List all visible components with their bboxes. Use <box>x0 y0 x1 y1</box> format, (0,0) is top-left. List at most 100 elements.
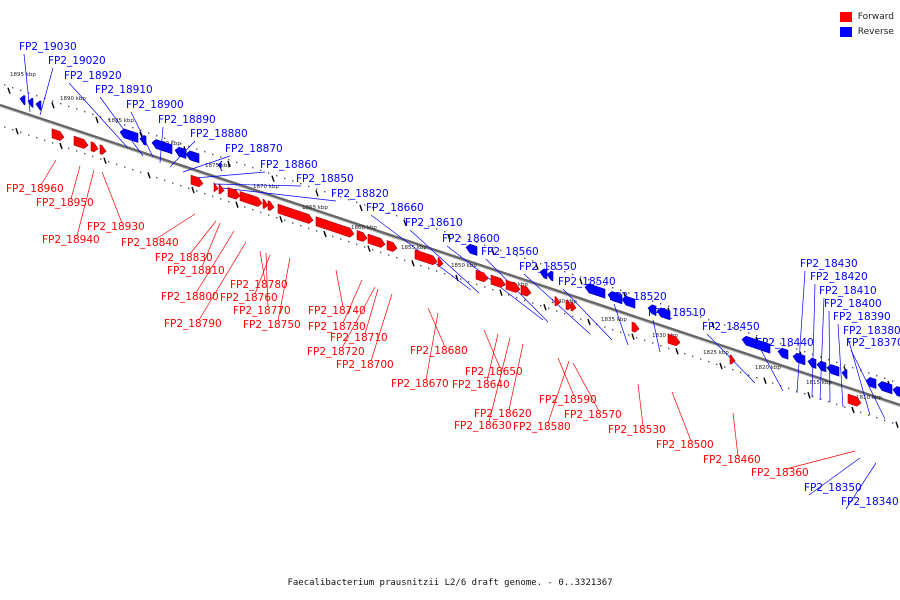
legend: Forward Reverse <box>839 9 894 39</box>
track-dot <box>468 239 470 241</box>
track-dot <box>876 375 878 377</box>
reverse-gene-arrow <box>139 135 147 146</box>
scale-tick <box>95 116 99 124</box>
track-dot <box>524 299 526 302</box>
track-dot <box>44 139 46 142</box>
forward-gene-label: FP2_18840 <box>121 237 179 249</box>
forward-swatch <box>839 11 852 22</box>
reverse-gene-label: FP2_18660 <box>366 202 424 214</box>
leader-line <box>70 165 81 200</box>
reverse-gene-label: FP2_18420 <box>810 271 868 283</box>
reverse-gene-arrow <box>892 386 900 397</box>
track-dot <box>404 217 406 220</box>
forward-gene-label: FP2_18940 <box>42 234 100 246</box>
track-dot <box>28 134 30 136</box>
track-dot <box>764 337 766 340</box>
track-dot <box>652 342 654 344</box>
forward-gene-label: FP2_18720 <box>307 346 365 358</box>
scale-tick <box>359 204 363 212</box>
track-dot <box>84 153 86 155</box>
leader-line <box>335 269 344 308</box>
forward-gene-label: FP2_18590 <box>539 394 597 406</box>
leader-line <box>557 357 575 397</box>
track-dot <box>668 305 670 308</box>
track-dot <box>756 377 758 379</box>
track-dot <box>868 372 870 374</box>
scale-tick <box>543 304 547 311</box>
forward-gene-label: FP2_18630 <box>454 420 512 432</box>
forward-gene-label: FP2_18500 <box>656 439 714 451</box>
track-dot <box>452 233 454 236</box>
scale-tick <box>227 160 231 168</box>
track-dot <box>396 257 398 259</box>
reverse-gene-arrow <box>546 270 554 282</box>
scale-tick <box>51 102 55 109</box>
track-dot <box>100 116 102 118</box>
track-dot <box>52 100 54 102</box>
track-dot <box>556 310 558 312</box>
track-dot <box>748 332 750 334</box>
kbp-label: 1810 kbp <box>856 395 882 401</box>
forward-gene-arrow <box>262 198 269 209</box>
track-dot <box>684 311 686 313</box>
forward-gene-label: FP2_18710 <box>330 332 388 344</box>
track-dot <box>124 166 126 168</box>
leader-line <box>40 159 57 186</box>
scale-tick <box>315 190 319 197</box>
track-dot <box>268 214 270 216</box>
leader-line <box>213 183 302 187</box>
forward-gene-label: FP2_18360 <box>751 467 809 479</box>
track-dot <box>172 140 174 142</box>
scale-tick <box>367 245 371 252</box>
track-dot <box>612 287 614 289</box>
track-dot <box>884 377 886 380</box>
track-dot <box>12 129 14 131</box>
track-dot <box>164 179 166 182</box>
forward-gene-arrow <box>414 249 438 266</box>
track-dot <box>868 414 870 416</box>
track-dot <box>388 254 390 256</box>
forward-gene-arrow <box>239 191 263 207</box>
track-dot <box>804 393 806 395</box>
reverse-gene-label: FP2_18540 <box>558 276 616 288</box>
leader-line <box>850 349 886 420</box>
track-dot <box>484 244 486 246</box>
track-dot <box>308 185 310 188</box>
legend-reverse: Reverse <box>839 24 894 39</box>
kbp-label: 1825 kbp <box>703 350 729 356</box>
leader-line <box>796 270 806 394</box>
forward-gene-arrow <box>631 321 640 333</box>
genome-backbone <box>0 103 900 407</box>
leader-line <box>342 279 363 324</box>
track-dot <box>740 371 742 374</box>
track-dot <box>892 422 894 424</box>
kbp-label: 1860 kbp <box>351 225 377 231</box>
track-dot <box>12 87 14 89</box>
forward-gene-arrow <box>367 233 386 248</box>
reverse-gene-arrow <box>119 128 139 143</box>
kbp-label: 1820 kbp <box>755 365 781 371</box>
reverse-gene-arrow <box>19 95 26 106</box>
track-dot <box>164 137 166 140</box>
track-dot <box>676 308 678 310</box>
track-dot <box>356 243 358 246</box>
reverse-gene-arrow <box>621 295 636 309</box>
reverse-gene-label: FP2_18880 <box>190 128 248 140</box>
forward-gene-arrow <box>505 279 521 293</box>
leader-line <box>194 171 266 179</box>
reverse-gene-label: FP2_18870 <box>225 143 283 155</box>
track-dot <box>772 382 774 384</box>
scale-tick <box>719 362 723 370</box>
leader-line <box>39 67 54 116</box>
scale-tick <box>235 201 239 208</box>
track-dot <box>124 124 126 126</box>
track-dot <box>812 395 814 398</box>
leader-line <box>652 319 661 353</box>
scale-tick <box>499 289 503 296</box>
track-dot <box>436 270 438 272</box>
leader-line <box>427 307 446 348</box>
track-dot <box>548 265 550 268</box>
reverse-gene-arrow <box>217 160 223 172</box>
forward-gene-label: FP2_18770 <box>233 305 291 317</box>
leader-line <box>425 312 439 381</box>
